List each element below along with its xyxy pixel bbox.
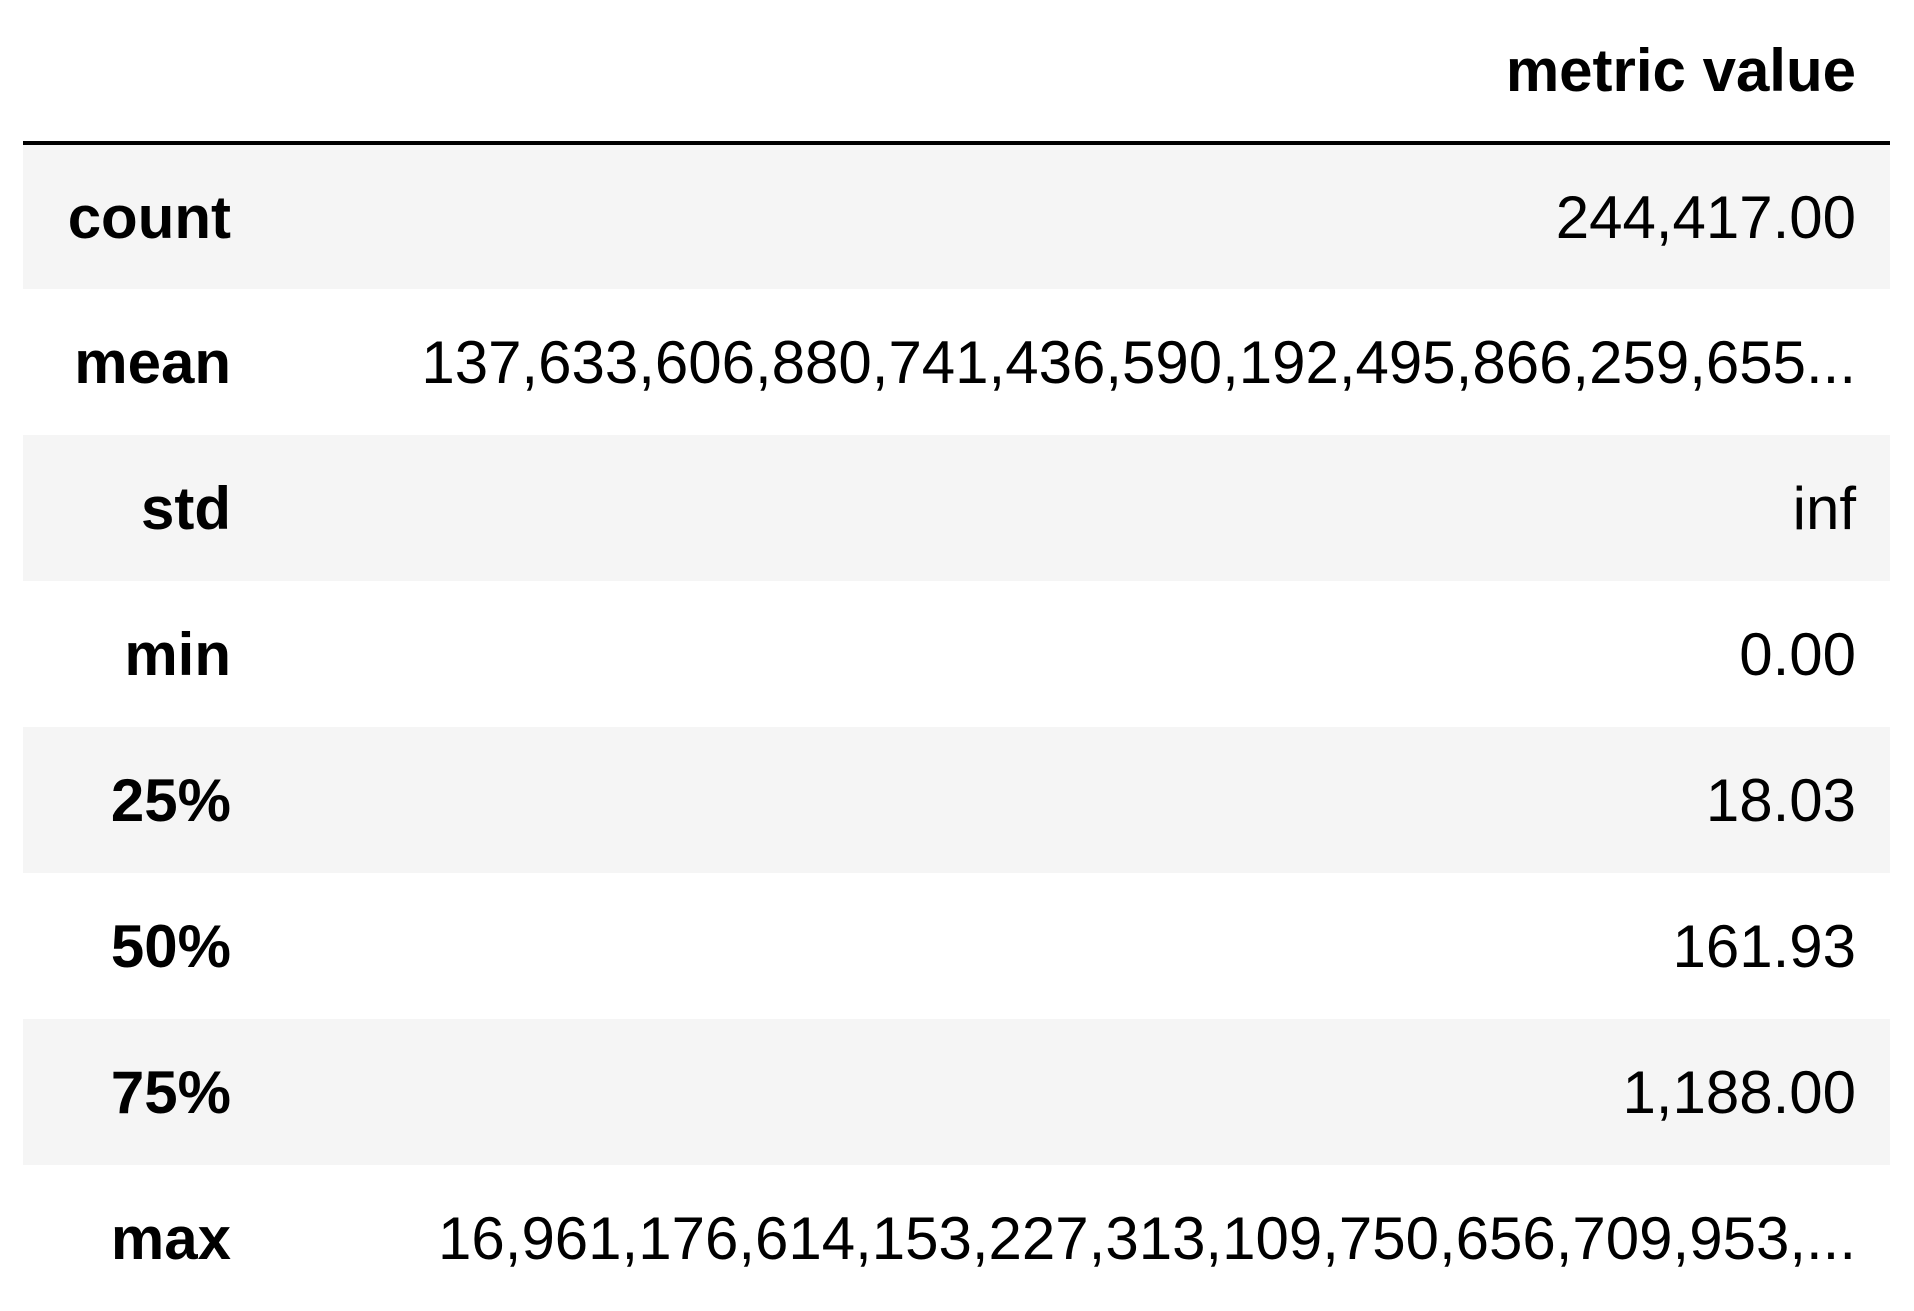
row-label-std: std bbox=[141, 474, 231, 542]
table-row: 25% 18.03 bbox=[23, 727, 1890, 873]
row-label-75-percentile: 75% bbox=[110, 1058, 231, 1126]
row-label-25-percentile: 25% bbox=[110, 766, 231, 834]
row-label-max: max bbox=[110, 1204, 231, 1272]
summary-statistics-table: metric value count 244,417.00 mean 137,6… bbox=[23, 0, 1890, 1311]
header-row: metric value bbox=[23, 0, 1890, 145]
row-value-mean: 137,633,606,880,741,436,590,192,495,866,… bbox=[421, 328, 1856, 396]
table-row: mean 137,633,606,880,741,436,590,192,495… bbox=[23, 289, 1890, 435]
row-label-50-percentile: 50% bbox=[110, 912, 231, 980]
table-row: count 244,417.00 bbox=[23, 143, 1890, 289]
table-row: 50% 161.93 bbox=[23, 873, 1890, 1019]
table-row: 75% 1,188.00 bbox=[23, 1019, 1890, 1165]
row-value-std: inf bbox=[1792, 474, 1856, 542]
row-label-count: count bbox=[67, 183, 231, 251]
row-value-count: 244,417.00 bbox=[1555, 183, 1856, 251]
row-value-25-percentile: 18.03 bbox=[1705, 766, 1856, 834]
summary-statistics-table-container: metric value count 244,417.00 mean 137,6… bbox=[23, 0, 1890, 1311]
table-row: std inf bbox=[23, 435, 1890, 581]
row-value-min: 0.00 bbox=[1739, 620, 1856, 688]
table-row: max 16,961,176,614,153,227,313,109,750,6… bbox=[23, 1165, 1890, 1311]
table-header: metric value bbox=[23, 0, 1890, 145]
index-header-cell bbox=[23, 0, 245, 145]
row-value-50-percentile: 161.93 bbox=[1672, 912, 1856, 980]
table-row: min 0.00 bbox=[23, 581, 1890, 727]
row-value-max: 16,961,176,614,153,227,313,109,750,656,7… bbox=[438, 1204, 1856, 1272]
row-label-mean: mean bbox=[74, 328, 231, 396]
metric-value-column-header: metric value bbox=[245, 0, 1890, 145]
row-label-min: min bbox=[124, 620, 231, 688]
table-body: count 244,417.00 mean 137,633,606,880,74… bbox=[23, 143, 1890, 1311]
row-value-75-percentile: 1,188.00 bbox=[1622, 1058, 1856, 1126]
